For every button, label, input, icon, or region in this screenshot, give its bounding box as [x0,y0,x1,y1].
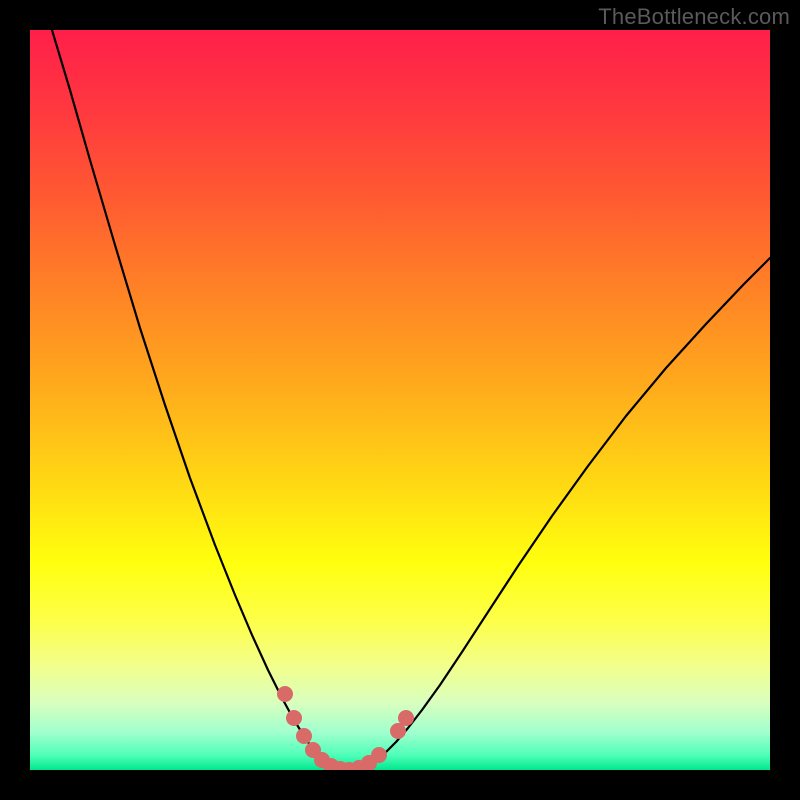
marker-point [286,710,302,726]
watermark-text: TheBottleneck.com [598,4,790,30]
marker-point [371,747,387,763]
outer-frame: TheBottleneck.com [0,0,800,800]
marker-point [296,728,312,744]
marker-point [277,686,293,702]
bottleneck-curve [52,30,770,770]
plot-area [30,30,770,770]
marker-group [277,686,414,770]
marker-point [398,710,414,726]
chart-svg [30,30,770,770]
